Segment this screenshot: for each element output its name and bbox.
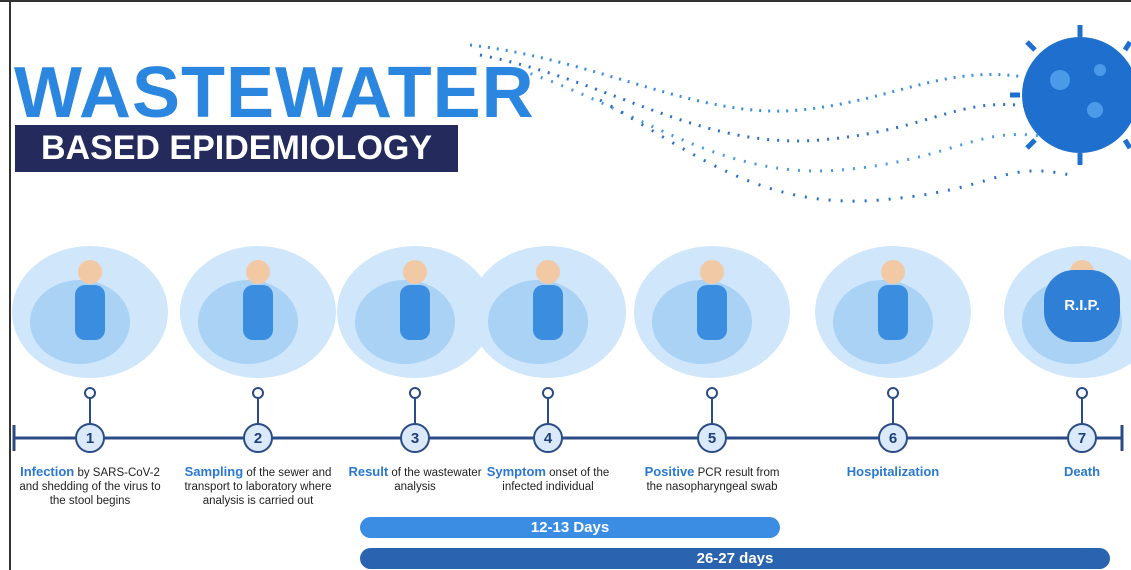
step-caption: Hospitalization <box>818 465 968 480</box>
step-label: Symptom <box>487 464 546 479</box>
illustration-figure <box>697 285 727 340</box>
step-label: Death <box>1064 464 1100 479</box>
node-dot <box>85 388 95 398</box>
title: WASTEWATER <box>14 52 535 134</box>
step-label: Sampling <box>185 464 244 479</box>
step-caption: Infection by SARS-CoV-2 and shedding of … <box>15 465 165 508</box>
step-caption: Sampling of the sewer and transport to l… <box>183 465 333 508</box>
step-number: 3 <box>411 430 419 447</box>
node-dot <box>410 388 420 398</box>
illustration-figure <box>243 285 273 340</box>
step-number: 2 <box>254 430 262 447</box>
node-dot <box>253 388 263 398</box>
illustration-head <box>700 260 724 284</box>
illustration-head <box>246 260 270 284</box>
illustration-figure <box>533 285 563 340</box>
step-label: Positive <box>645 464 695 479</box>
step-number: 7 <box>1078 430 1086 447</box>
step-label: Infection <box>20 464 74 479</box>
step-label: Hospitalization <box>847 464 939 479</box>
step-caption: Positive PCR result from the nasopharyng… <box>637 465 787 494</box>
step-caption: Result of the wastewater analysis <box>340 465 490 494</box>
illustration-head <box>78 260 102 284</box>
virus-decoration <box>470 25 1131 201</box>
illustration-figure <box>878 285 908 340</box>
infographic: R.I.P. 1 2 3 4 5 6 7 WASTEWATER BASED EPIDEMIO… <box>0 0 1131 570</box>
step-label: Result <box>348 464 388 479</box>
illustration-figure <box>400 285 430 340</box>
step-text: of the wastewater analysis <box>391 467 481 493</box>
timeline-nodes: 1 2 3 4 5 6 7 <box>76 388 1096 452</box>
illustration-head <box>403 260 427 284</box>
duration-bar: 12-13 Days <box>360 517 780 538</box>
tombstone-text: R.I.P. <box>1064 297 1100 314</box>
node-dot <box>1077 388 1087 398</box>
illustration-figure <box>75 285 105 340</box>
node-dot <box>543 388 553 398</box>
illustrations: R.I.P. <box>12 246 1131 378</box>
step-number: 4 <box>544 430 553 447</box>
illustration-head <box>536 260 560 284</box>
duration-bar: 26-27 days <box>360 548 1110 569</box>
step-number: 6 <box>889 430 897 447</box>
node-dot <box>888 388 898 398</box>
step-caption: Death <box>1007 465 1131 480</box>
step-caption: Symptom onset of the infected individual <box>473 465 623 494</box>
step-number: 5 <box>708 430 716 447</box>
step-number: 1 <box>86 430 94 447</box>
node-dot <box>707 388 717 398</box>
illustration-head <box>881 260 905 284</box>
subtitle: BASED EPIDEMIOLOGY <box>15 125 458 172</box>
